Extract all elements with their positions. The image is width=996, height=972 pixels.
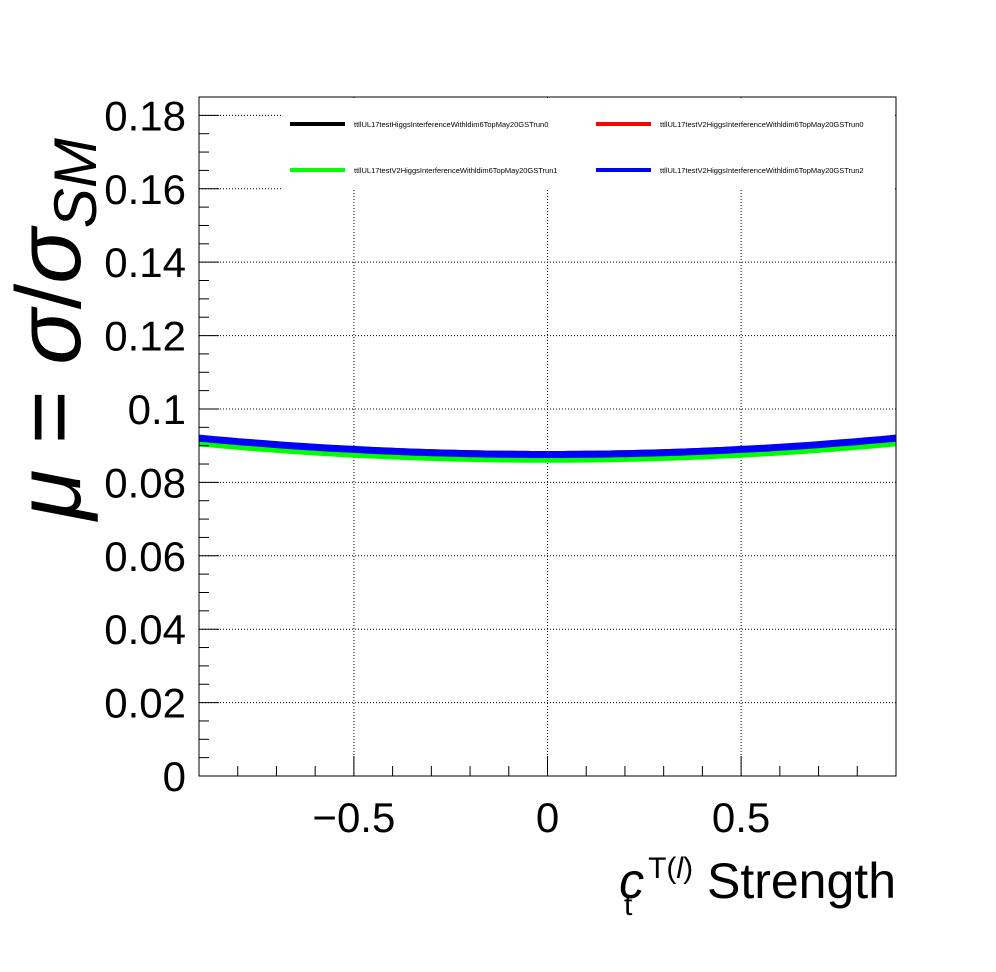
legend-label: ttllUL17testV2HiggsInterferenceWithldim6… [660,120,864,129]
y-tick-label: 0.16 [104,166,186,213]
y-tick-label: 0.06 [104,533,186,580]
y-axis-sigma-sm: σ [0,225,100,284]
x-axis-symbol: c [619,853,644,909]
x-axis-subscript: t [624,889,633,922]
y-tick-label: 0.02 [104,680,186,727]
legend-label: ttllUL17testV2HiggsInterferenceWithldim6… [354,166,558,175]
x-tick-label: −0.5 [312,794,395,841]
x-axis-superscript-close: ) [683,852,693,885]
axis-ticks [198,96,897,777]
y-axis-label: μ = σ/σSM [0,138,109,522]
legend-label: ttllUL17testV2HiggsInterferenceWithldim6… [660,166,864,175]
x-axis-superscript: T( [648,852,676,885]
y-tick-label: 0.1 [128,386,186,433]
y-axis-sigma: σ [0,306,100,365]
legend-label: ttllUL17testHiggsInterferenceWithldim6To… [354,120,548,129]
series-group [198,434,897,463]
y-axis-mu: μ [0,470,100,522]
y-tick-labels: 0 0.02 0.04 0.06 0.08 0.1 0.12 0.14 0.16 0.18 [104,92,186,800]
y-axis-slash: / [0,283,100,309]
grid [199,97,896,777]
series-line [198,439,897,463]
y-tick-label: 0 [163,753,186,800]
x-axis-suffix: Strength [693,853,896,909]
y-tick-label: 0.12 [104,313,186,360]
y-axis-equals: = [0,365,100,470]
x-axis-superscript-italic: l [676,852,684,885]
x-tick-label: 0.5 [712,794,770,841]
y-axis-sm-subscript: SM [42,138,109,228]
y-tick-label: 0.18 [104,92,186,139]
legend-box [283,100,895,190]
x-tick-labels: −0.5 0 0.5 [312,794,770,841]
y-tick-label: 0.14 [104,239,186,286]
y-tick-label: 0.04 [104,606,186,653]
series-line [198,434,897,458]
y-tick-label: 0.08 [104,459,186,506]
legend: ttllUL17testHiggsInterferenceWithldim6To… [290,120,864,175]
x-tick-label: 0 [536,794,559,841]
x-axis-label: c T(l) Strength [619,852,896,909]
